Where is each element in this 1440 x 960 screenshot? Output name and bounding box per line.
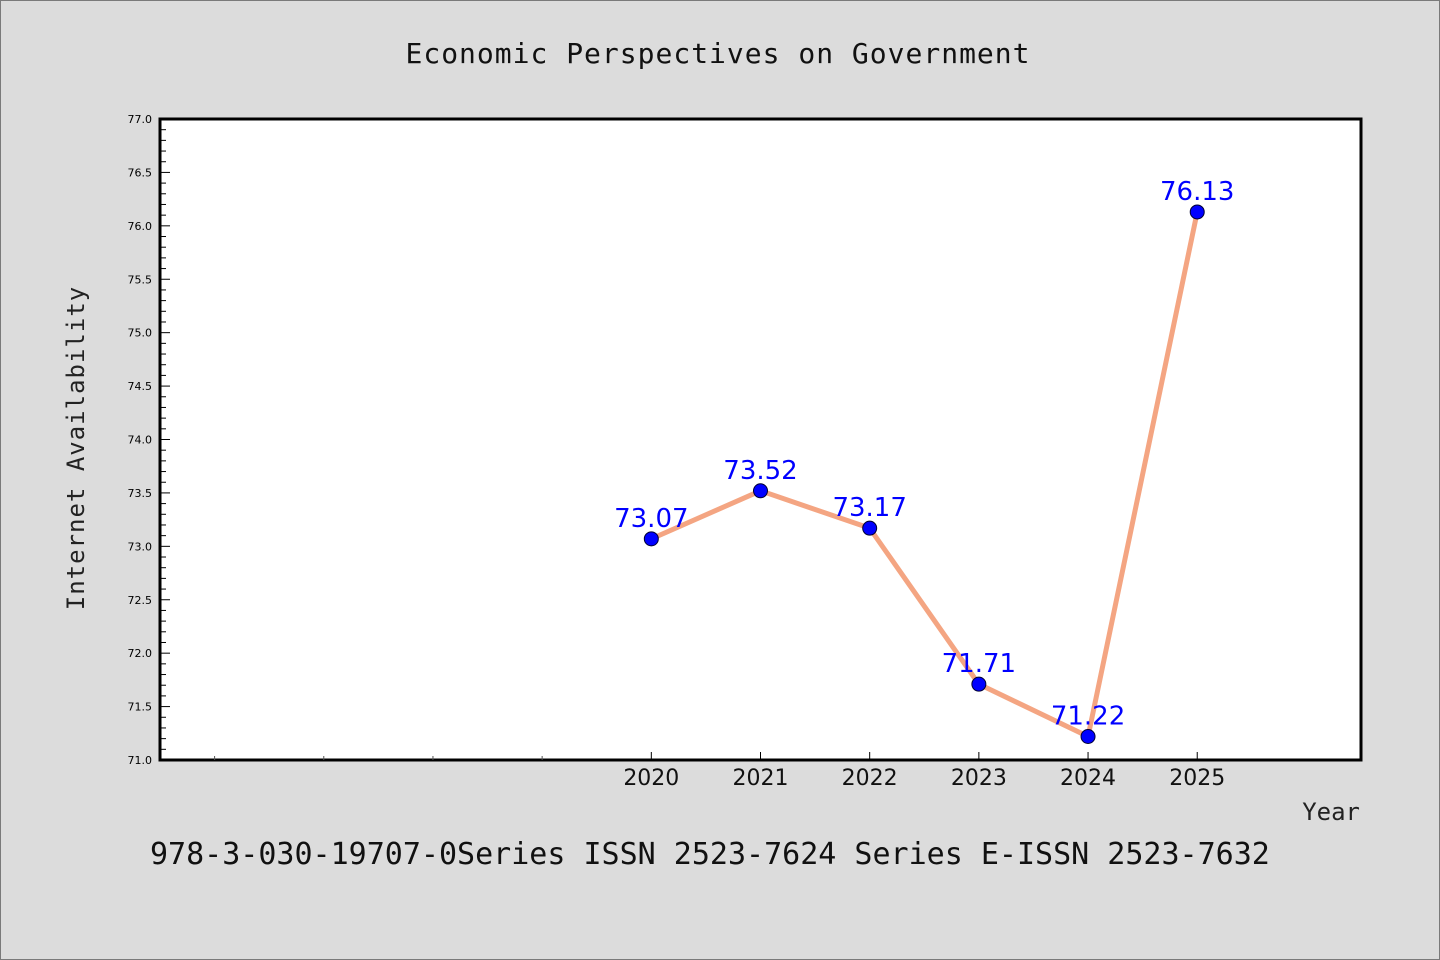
x-axis-ticks: 2020 2021 2022 2023 2024 2025 <box>214 752 1225 791</box>
y-tick-label: 71.5 <box>128 701 153 714</box>
y-axis-label: Internet Availability <box>62 286 90 610</box>
x-tick-label: 2020 <box>623 766 679 791</box>
x-tick-label: 2023 <box>951 766 1007 791</box>
y-tick-label: 74.5 <box>128 380 153 393</box>
y-tick-label: 73.5 <box>128 487 153 500</box>
y-tick-label: 74.0 <box>128 434 153 447</box>
footer-isbn-text: 978-3-030-19707-0Series ISSN 2523-7624 S… <box>150 837 1270 872</box>
x-tick-label: 2022 <box>842 766 898 791</box>
plot-area <box>158 117 1363 762</box>
data-label: 73.52 <box>723 456 797 486</box>
x-tick-label: 2024 <box>1060 766 1116 791</box>
y-tick-label: 73.0 <box>128 540 153 553</box>
y-tick-label: 75.5 <box>128 273 153 286</box>
data-point <box>862 520 878 536</box>
y-axis-ticks: 71.0 71.5 72.0 72.5 73.0 73.5 74.0 74.5 75.0 75.5… <box>128 113 170 767</box>
x-tick-label: 2021 <box>733 766 789 791</box>
y-tick-label: 72.0 <box>128 647 153 660</box>
data-point <box>753 483 768 499</box>
data-label: 73.17 <box>832 493 906 523</box>
data-point <box>971 676 987 692</box>
series-line <box>648 209 1200 739</box>
data-label: 71.22 <box>1051 701 1125 731</box>
data-point <box>643 531 659 547</box>
data-label: 73.07 <box>614 504 688 534</box>
x-tick-label: 2025 <box>1169 766 1225 791</box>
y-tick-label: 76.5 <box>128 166 153 179</box>
y-tick-label: 72.5 <box>128 594 153 607</box>
y-tick-label: 71.0 <box>128 754 153 767</box>
y-tick-label: 75.0 <box>128 327 153 340</box>
y-tick-label: 76.0 <box>128 220 153 233</box>
y-tick-label: 77.0 <box>128 113 153 126</box>
data-label: 76.13 <box>1160 177 1234 207</box>
data-label: 71.71 <box>942 649 1016 679</box>
x-axis-label: Year <box>1302 798 1360 826</box>
data-point <box>1080 728 1096 744</box>
data-point <box>1189 204 1205 220</box>
chart-title: Economic Perspectives on Government <box>405 37 1030 70</box>
data-series: 73.07 73.52 73.17 71.71 71.22 76.13 <box>614 177 1234 744</box>
